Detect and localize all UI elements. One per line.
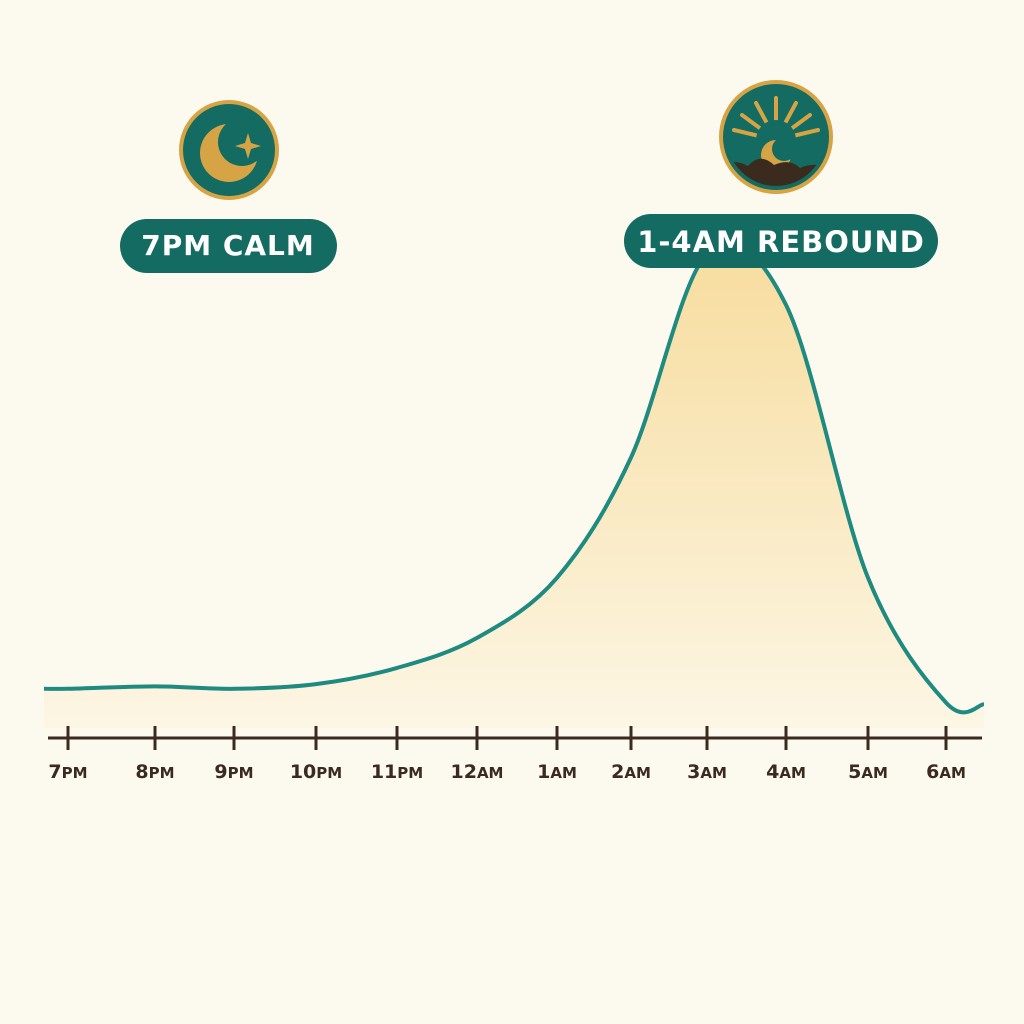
x-tick-label: 3AM bbox=[687, 761, 727, 783]
x-tick-label: 12AM bbox=[451, 761, 504, 783]
rebound-badge bbox=[624, 214, 938, 268]
rebound-annotation: 1-4AM REBOUND bbox=[624, 80, 938, 268]
x-tick-label: 5AM bbox=[848, 761, 888, 783]
calm-badge bbox=[120, 219, 337, 273]
x-axis-tick-labels: 7PM 8PM 9PM 10PM 11PM 12AM 1AM 2AM 3AM 4AM 5AM 6AM bbox=[48, 761, 965, 783]
x-tick-label: 7PM bbox=[48, 761, 87, 783]
sunrise-moon-icon bbox=[719, 80, 833, 194]
area-fill bbox=[44, 243, 984, 729]
x-tick-label: 1AM bbox=[537, 761, 577, 783]
x-tick-label: 11PM bbox=[371, 761, 423, 783]
x-tick-label: 6AM bbox=[926, 761, 966, 783]
x-tick-label: 9PM bbox=[214, 761, 253, 783]
x-tick-label: 2AM bbox=[611, 761, 651, 783]
x-tick-label: 4AM bbox=[766, 761, 806, 783]
moon-star-icon bbox=[179, 100, 279, 200]
calm-annotation: 7PM CALM bbox=[120, 100, 337, 273]
x-tick-label: 10PM bbox=[290, 761, 342, 783]
x-tick-label: 8PM bbox=[135, 761, 174, 783]
series-line bbox=[43, 241, 985, 715]
x-axis-ticks bbox=[66, 726, 948, 750]
calm-label: 7PM CALM bbox=[141, 229, 315, 262]
rebound-label: 1-4AM REBOUND bbox=[637, 225, 925, 259]
